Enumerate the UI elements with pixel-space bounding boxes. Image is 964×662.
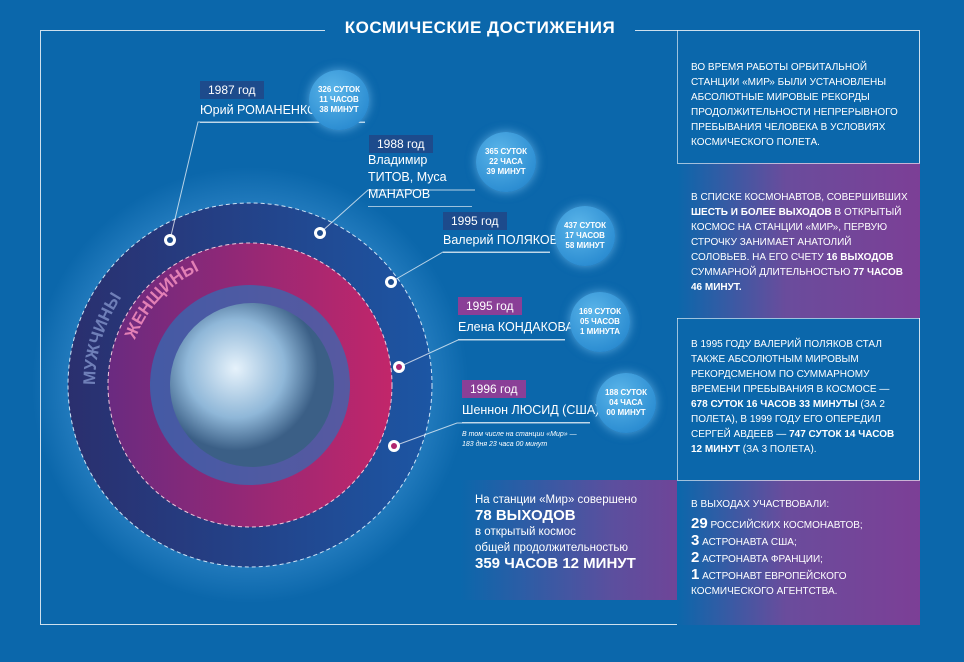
divider [677,30,678,625]
spacewalks-summary: На станции «Мир» совершено 78 ВЫХОДОВ в … [460,480,677,600]
orbit-markers [164,227,405,452]
record-name: Владимир ТИТОВ, Муса МАНАРОВ [368,152,472,207]
record-name: Елена КОНДАКОВА [458,319,574,340]
info-total-time: В 1995 году Валерий Поляков стал также а… [677,318,920,480]
record-year: 1996 год [462,380,526,398]
record-name: Валерий ПОЛЯКОВ [443,232,558,253]
men-orbit-line [67,202,433,568]
record-year: 1988 год [369,135,433,153]
record-duration: 169 СУТОК 05 ЧАСОВ 1 МИНУТА [570,292,630,352]
record-year: 1995 год [443,212,507,230]
earth [170,303,334,467]
record-duration: 188 СУТОК 04 ЧАСА 00 МИНУТ [596,373,656,433]
info-records: Во время работы орбитальной станции «Мир… [691,62,898,148]
page-title: КОСМИЧЕСКИЕ ДОСТИЖЕНИЯ [325,18,635,38]
record-name: Юрий РОМАНЕНКО [200,102,365,123]
info-participants: В выходах участвовали: 29 российских кос… [677,480,920,625]
record-year: 1987 год [200,81,264,99]
info-spacewalk-leader: В списке космонавтов, совершивших шесть … [677,163,920,318]
record-year: 1995 год [458,297,522,315]
record-duration: 365 СУТОК 22 ЧАСА 39 МИНУТ [476,132,536,192]
record-duration: 437 СУТОК 17 ЧАСОВ 58 МИНУТ [555,206,615,266]
lucid-note: В том числе на станции «Мир» — 183 дня 2… [462,431,577,448]
record-name: Шеннон ЛЮСИД (США) [462,402,599,423]
women-orbit-line [107,242,393,528]
record-duration: 326 СУТОК 11 ЧАСОВ 38 МИНУТ [309,70,369,130]
